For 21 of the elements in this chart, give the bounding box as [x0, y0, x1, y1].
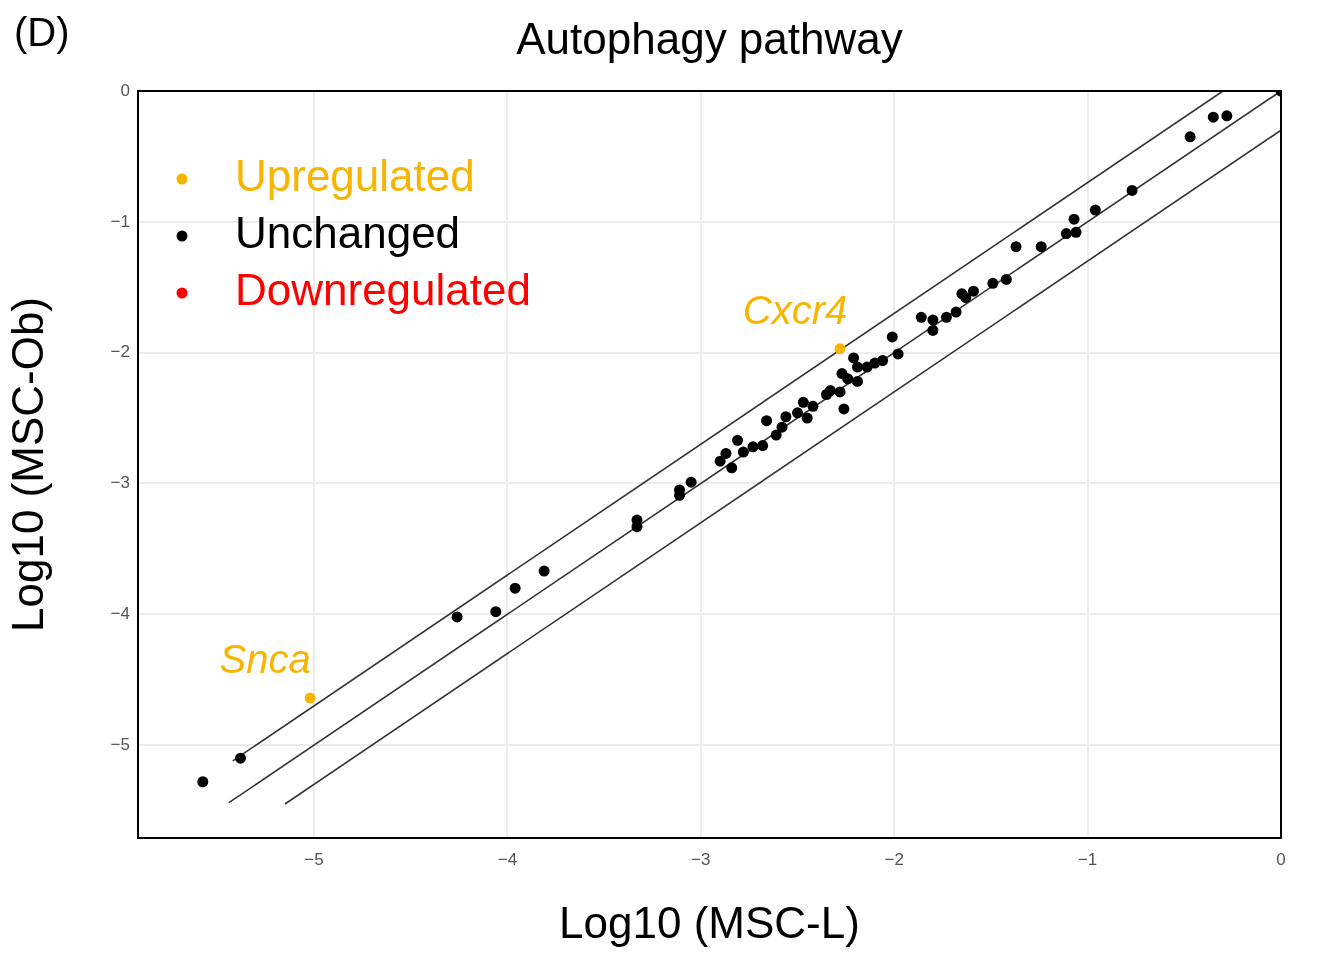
y-axis-title: Log10 (MSC-Ob): [2, 296, 52, 633]
x-tick-label: 0: [1276, 849, 1286, 869]
annotation: Snca: [219, 637, 311, 682]
y-tick-label: −1: [110, 211, 130, 231]
text: (D): [14, 10, 70, 55]
y-tick-label: 0: [120, 80, 130, 100]
x-axis-title: Log10 (MSC-L): [559, 897, 860, 947]
annotation: Cxcr4: [742, 287, 848, 332]
x-tick-label: −2: [884, 849, 904, 869]
x-tick-label: −3: [691, 849, 711, 869]
x-tick-label: −1: [1077, 849, 1098, 869]
y-tick-label: −4: [110, 603, 130, 623]
y-tick-label: −5: [110, 734, 130, 754]
legend-label: Upregulated: [235, 151, 475, 201]
chart-title: Autophagy pathway: [516, 14, 903, 64]
y-tick-label: −2: [110, 342, 130, 362]
y-tick-label: −3: [110, 473, 130, 493]
legend-label: Unchanged: [235, 208, 461, 258]
x-tick-label: −4: [497, 849, 518, 869]
legend-label: Downregulated: [235, 265, 531, 315]
x-tick-label: −5: [304, 849, 324, 869]
